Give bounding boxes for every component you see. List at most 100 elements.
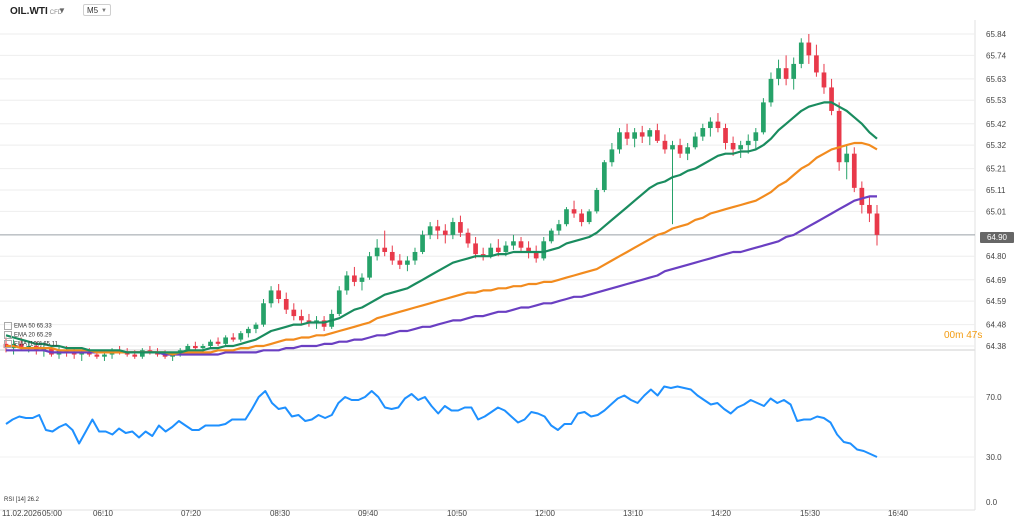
- candle-body: [783, 68, 789, 79]
- candle-body: [723, 128, 728, 143]
- candle-body: [662, 140, 668, 150]
- candle-body: [208, 341, 213, 346]
- candle-body: [579, 213, 584, 223]
- candle-body: [450, 222, 456, 235]
- candle-body: [299, 316, 304, 321]
- x-tick-label: 06:10: [93, 509, 114, 518]
- candle-body: [253, 324, 259, 329]
- candle-body: [238, 333, 244, 340]
- x-tick-label: 05:00: [42, 509, 63, 518]
- candle-body: [511, 241, 516, 246]
- timeframe-value: M5: [87, 6, 99, 15]
- candle-body: [836, 110, 842, 163]
- candle-body: [427, 226, 433, 235]
- candle-body: [708, 121, 713, 129]
- candle-body: [829, 87, 834, 111]
- candle-body: [700, 128, 706, 137]
- y-tick-label: 64.80: [986, 252, 1007, 261]
- y-tick-label: 65.32: [986, 141, 1007, 150]
- y-tick-label: 65.63: [986, 75, 1007, 84]
- candle-body: [624, 132, 630, 139]
- candle-body: [761, 102, 766, 133]
- y-tick-label: 65.11: [986, 186, 1006, 195]
- ema-slow-line: [6, 195, 877, 356]
- candle-body: [389, 251, 395, 261]
- candle-body: [412, 251, 418, 261]
- candle-body: [458, 222, 463, 233]
- x-date-label: 11.02.2026: [2, 509, 42, 518]
- x-tick-label: 13:10: [623, 509, 644, 518]
- y-tick-label: 64.38: [986, 342, 1007, 351]
- x-tick-label: 14:20: [711, 509, 732, 518]
- candle-body: [352, 275, 357, 282]
- candle-body: [738, 145, 744, 150]
- candle-body: [655, 130, 660, 141]
- x-tick-label: 15:30: [800, 509, 821, 518]
- legend-ema-mid: EMA 20 65.29: [4, 331, 52, 340]
- candle-body: [359, 277, 365, 282]
- candle-body: [526, 247, 531, 252]
- candle-body: [791, 63, 797, 79]
- y-tick-label: 65.84: [986, 30, 1007, 39]
- timeframe-select[interactable]: M5 ▼: [83, 4, 111, 16]
- candle-body: [132, 354, 138, 357]
- candle-body: [261, 303, 266, 325]
- rsi-legend-label: RSI [14] 26.2: [4, 497, 40, 503]
- timer-value: 00m 47s: [944, 330, 983, 341]
- candle-body: [230, 337, 236, 340]
- y-tick-label: 64.48: [986, 321, 1007, 330]
- rsi-tick-label: 30.0: [986, 453, 1002, 462]
- legend-swatch: [4, 340, 12, 348]
- candle-body: [685, 147, 691, 154]
- candle-body: [715, 121, 721, 129]
- candle-body: [367, 256, 372, 278]
- candle-body: [533, 251, 539, 259]
- candle-body: [859, 187, 865, 205]
- symbol-selector[interactable]: OIL.WTI CFD: [10, 6, 63, 17]
- legend-ema-slow: EMA [100] 65.11: [4, 340, 58, 349]
- ema-fast-line: [5, 101, 878, 354]
- candle-body: [405, 260, 410, 265]
- x-tick-label: 07:20: [181, 509, 202, 518]
- candle-body: [571, 209, 577, 214]
- x-tick-label: 10:50: [447, 509, 468, 518]
- candle-body: [495, 247, 501, 252]
- candle-body: [556, 224, 562, 231]
- candle-body: [768, 78, 774, 103]
- candle-body: [382, 247, 388, 252]
- y-tick-label: 64.69: [986, 276, 1007, 285]
- candle-body: [586, 211, 592, 223]
- y-tick-label: 65.21: [986, 165, 1007, 174]
- candle-body: [639, 132, 645, 137]
- symbol-sub: CFD: [49, 10, 63, 16]
- candle-body: [632, 132, 637, 139]
- candle-body: [814, 55, 819, 73]
- top-bar: OIL.WTI CFD ▼ M5 ▼: [0, 0, 1024, 20]
- candle-body: [647, 130, 653, 137]
- candle-body: [844, 153, 850, 163]
- chevron-down-icon[interactable]: ▼: [58, 6, 66, 15]
- candle-body: [564, 209, 569, 225]
- candle-body: [730, 142, 736, 150]
- candle-body: [435, 226, 441, 231]
- candle-body: [488, 247, 494, 257]
- candle-body: [677, 145, 683, 154]
- candle-body: [594, 190, 600, 212]
- candle-body: [283, 298, 289, 310]
- candle-body: [162, 354, 168, 357]
- candle-body: [609, 149, 615, 163]
- candle-body: [541, 241, 547, 259]
- candle-body: [617, 132, 622, 150]
- candle-body: [473, 243, 478, 255]
- candle-body: [420, 234, 425, 252]
- candle-body: [692, 136, 698, 148]
- y-tick-label: 65.01: [986, 207, 1007, 216]
- legend-swatch: [4, 322, 12, 330]
- candle-body: [798, 42, 804, 64]
- candle-body: [18, 343, 24, 349]
- legend-ema-mid-label: EMA 20 65.29: [14, 332, 52, 339]
- candle-body: [246, 328, 251, 334]
- candle-body: [200, 346, 206, 349]
- y-tick-label: 64.59: [986, 297, 1007, 306]
